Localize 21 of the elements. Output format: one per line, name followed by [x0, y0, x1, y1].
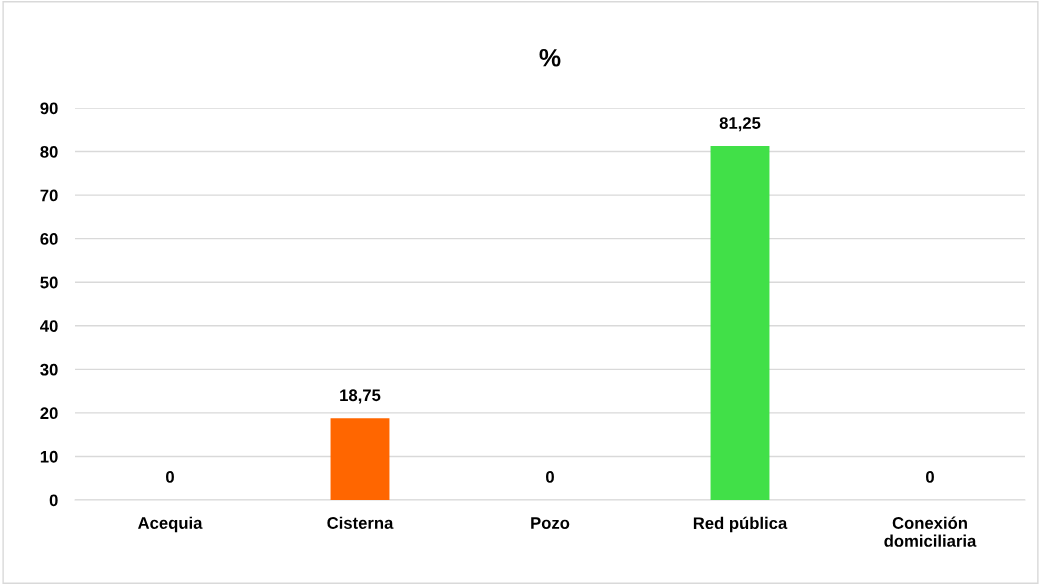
data-label: 81,25 — [719, 117, 761, 132]
x-tick-label: Cisterna — [327, 516, 394, 529]
y-tick-label: 30 — [40, 363, 58, 376]
chart-title: % — [539, 48, 561, 67]
y-tick-label: 50 — [40, 276, 58, 289]
data-label: 18,75 — [340, 389, 381, 404]
x-tick-label: Pozo — [531, 517, 570, 529]
x-tick-label: Conexión domiciliaria — [884, 516, 977, 547]
x-tick-label: Acequia — [138, 516, 203, 533]
x-tick-label: Red pública — [693, 516, 788, 533]
y-tick-label: 80 — [40, 145, 58, 158]
y-tick-label: 70 — [40, 189, 58, 202]
data-label: 0 — [546, 471, 554, 483]
y-tick-label: 40 — [40, 320, 58, 332]
data-label: 0 — [166, 471, 174, 483]
y-tick-label: 0 — [49, 494, 58, 507]
data-label: 0 — [926, 471, 934, 483]
y-tick-label: 10 — [40, 450, 58, 463]
y-tick-label: 60 — [40, 233, 58, 245]
y-tick-label: 20 — [40, 407, 58, 420]
y-tick-label: 90 — [40, 102, 58, 115]
